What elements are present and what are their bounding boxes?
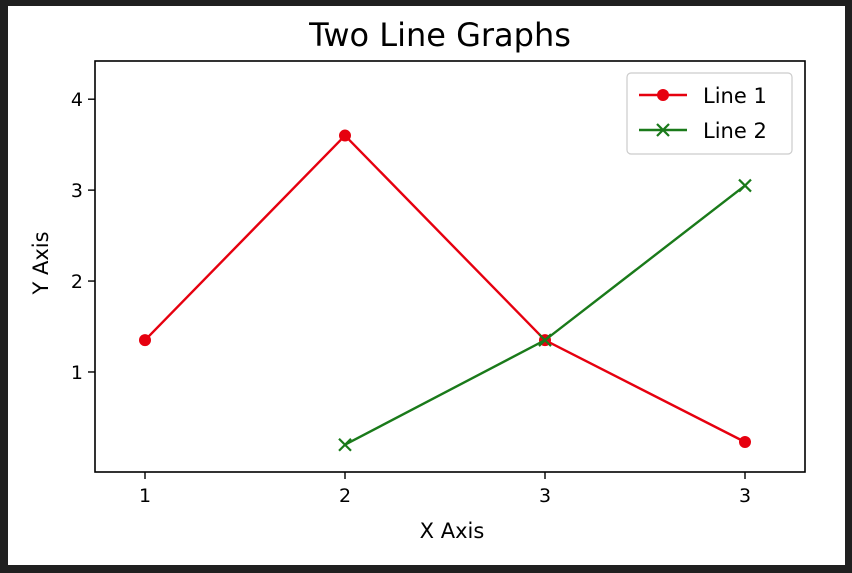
legend-label: Line 2 [703, 119, 767, 143]
legend-marker [656, 123, 670, 137]
x-tick-label: 1 [139, 485, 151, 507]
chart-title: Two Line Graphs [308, 16, 571, 54]
series-line [144, 133, 746, 444]
series-line [344, 184, 746, 446]
data-point [538, 333, 552, 347]
y-tick-label: 2 [71, 271, 83, 293]
plot-area: 1 2 3 3 1 2 3 4 Line 1 Line 2 [71, 60, 806, 507]
y-axis-label: Y Axis [29, 231, 53, 295]
data-point [338, 437, 352, 452]
x-axis-label: X Axis [420, 519, 485, 543]
axes-frame [94, 60, 806, 473]
chart-figure: Two Line Graphs 1 2 3 3 1 2 3 4 Line 1 Line 2 X A… [8, 6, 845, 565]
legend: Line 1 Line 2 [626, 72, 793, 155]
data-point [139, 334, 151, 347]
y-tick-label: 3 [71, 180, 83, 202]
x-tick-label: 3 [539, 485, 551, 507]
y-tick-label: 4 [71, 89, 83, 111]
series-2 [338, 178, 752, 452]
legend-label: Line 1 [703, 84, 767, 108]
data-point [738, 178, 752, 193]
x-tick-label: 3 [739, 485, 751, 507]
x-tick-label: 2 [339, 485, 351, 507]
series-1 [139, 129, 751, 448]
data-point [339, 129, 351, 142]
line-chart: Two Line Graphs 1 2 3 3 1 2 3 4 Line 1 Line 2 X A… [29, 16, 806, 543]
y-tick-label: 1 [71, 362, 83, 384]
data-point [739, 435, 751, 448]
legend-marker [657, 89, 669, 101]
